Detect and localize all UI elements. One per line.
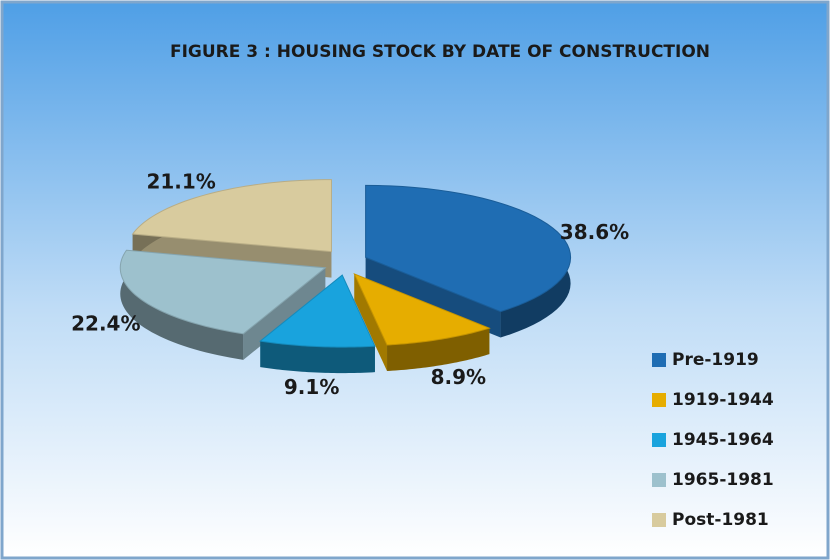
slice <box>365 184 572 313</box>
legend-label: Post-1981 <box>672 510 769 530</box>
data-label: 22.4% <box>71 311 140 335</box>
legend-swatch <box>652 393 666 407</box>
legend-label: 1919-1944 <box>672 390 774 410</box>
legend-swatch <box>652 353 666 367</box>
legend-swatch <box>652 513 666 527</box>
slice-side <box>365 257 501 338</box>
legend-label: 1965-1981 <box>672 470 774 490</box>
legend-swatch <box>652 433 666 447</box>
pie <box>119 179 572 374</box>
data-label: 9.1% <box>284 375 339 399</box>
slice-rim <box>120 250 244 360</box>
chart-title: FIGURE 3 : HOUSING STOCK BY DATE OF CONS… <box>170 42 710 62</box>
slice-rim <box>260 341 375 374</box>
legend-label: 1945-1964 <box>672 430 774 450</box>
slice-side <box>354 273 388 372</box>
slice <box>259 274 376 348</box>
slice <box>119 249 327 335</box>
legend-swatch <box>652 473 666 487</box>
data-label: 8.9% <box>431 365 486 389</box>
slice-rim <box>387 328 490 372</box>
slice <box>353 273 491 346</box>
legend-label: Pre-1919 <box>672 350 759 370</box>
slice <box>131 179 332 253</box>
data-label: 38.6% <box>560 220 629 244</box>
data-label: 21.1% <box>146 170 215 194</box>
